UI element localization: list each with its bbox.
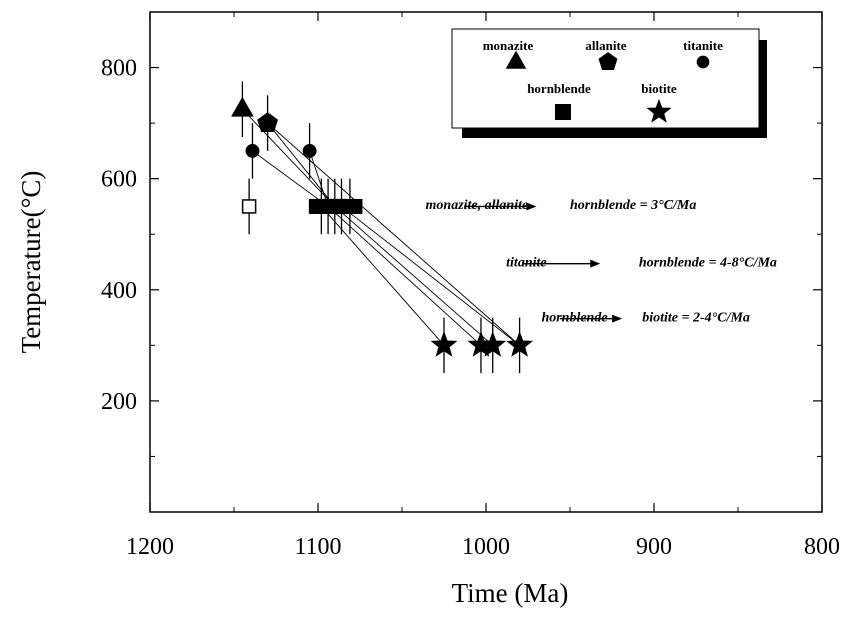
hornblende-marker-4	[337, 198, 363, 214]
y-tick-label: 600	[101, 167, 137, 193]
legend-circle-marker	[696, 55, 710, 69]
titanite-open-marker-0	[241, 199, 257, 214]
connecting-line-5	[327, 206, 482, 346]
annotation-text: biotite = 2-4°C/Ma	[642, 310, 750, 325]
x-tick-label: 1100	[294, 534, 341, 560]
connecting-lines	[242, 108, 520, 346]
y-axis-title: Temperature(°C)	[16, 171, 46, 354]
biotite-marker-3	[506, 331, 534, 357]
axis-ticks	[149, 12, 823, 512]
connecting-line-3	[309, 150, 329, 207]
legend-label: allanite	[585, 38, 626, 53]
annotation-text: hornblende	[541, 310, 607, 325]
annotation-text: hornblende = 4-8°C/Ma	[639, 255, 777, 270]
legend-label: hornblende	[527, 81, 591, 96]
annotation-arrowhead-1	[590, 259, 601, 268]
legend-label: titanite	[683, 38, 723, 53]
annotation-arrowhead-2	[612, 314, 623, 323]
legend-pentagon-marker	[598, 52, 618, 71]
legend-square-marker	[555, 104, 571, 120]
x-tick-label: 900	[636, 534, 672, 560]
biotite-marker-2	[479, 331, 507, 357]
annotation-text: titanite	[506, 255, 546, 270]
connecting-line-8	[267, 122, 520, 346]
x-tick-label: 800	[804, 534, 840, 560]
annotation-text: monazite, allanite	[426, 198, 529, 213]
titanite-marker-0	[245, 143, 260, 158]
x-tick-label: 1000	[462, 534, 510, 560]
connecting-line-6	[334, 206, 494, 346]
monazite-marker-0	[231, 96, 254, 117]
legend-star-marker	[646, 98, 672, 123]
axis-tick-labels: 1200 1100 1000 900 800 200 400 600 800	[101, 56, 840, 560]
legend-label: biotite	[641, 81, 677, 96]
allanite-marker-0	[257, 112, 278, 132]
connecting-line-0	[242, 108, 336, 207]
data-markers	[231, 96, 534, 357]
y-tick-label: 400	[101, 278, 137, 304]
connecting-line-2	[252, 150, 329, 207]
y-tick-label: 200	[101, 389, 137, 415]
x-axis-title: Time (Ma)	[452, 578, 569, 608]
biotite-marker-0	[430, 331, 458, 357]
legend: monazite allanite titanite hornblende biotit…	[451, 28, 767, 138]
annotation-arrowhead-0	[526, 202, 537, 211]
titanite-marker-1	[302, 143, 317, 158]
x-tick-label: 1200	[126, 534, 174, 560]
legend-label: monazite	[483, 38, 534, 53]
y-tick-label: 800	[101, 56, 137, 82]
legend-box	[451, 28, 760, 129]
connecting-line-7	[341, 206, 520, 346]
annotation-text: hornblende = 3°C/Ma	[570, 198, 696, 213]
rate-annotations: monazite, allanite hornblende = 3°C/Ma tit…	[426, 198, 777, 325]
connecting-line-4	[321, 206, 445, 346]
legend-triangle-marker	[505, 50, 527, 69]
connecting-line-1	[267, 122, 336, 207]
